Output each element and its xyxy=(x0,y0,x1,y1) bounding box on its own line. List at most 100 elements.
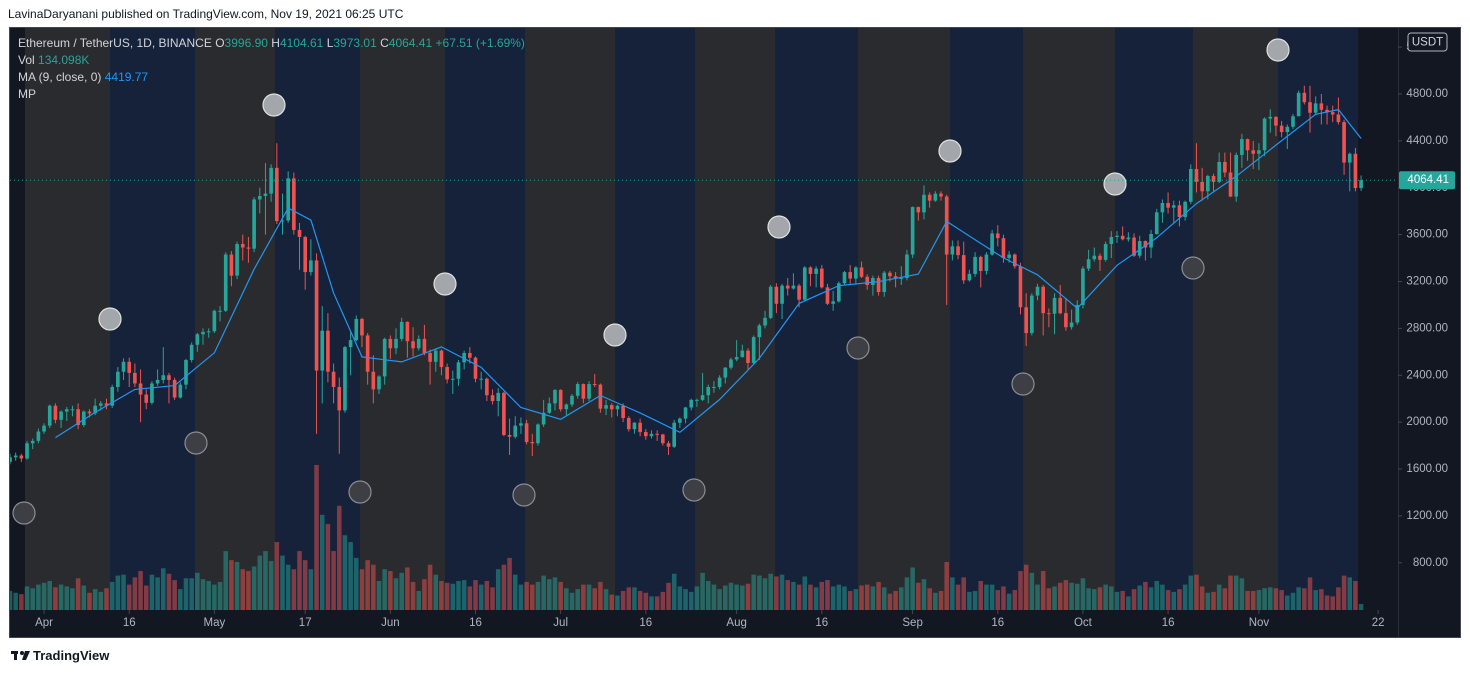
volume-bar xyxy=(473,580,478,610)
volume-bar xyxy=(910,567,915,610)
volume-bar xyxy=(842,586,847,610)
candle-body xyxy=(706,386,711,396)
candle-body xyxy=(995,233,1000,239)
candle-body xyxy=(683,407,688,419)
x-tick-label: 16 xyxy=(1162,617,1175,629)
x-tick-label: May xyxy=(204,617,226,629)
volume-bar xyxy=(1341,575,1347,610)
candle-body xyxy=(1217,161,1221,182)
candle-body xyxy=(757,325,762,338)
volume-bar xyxy=(728,582,734,610)
phase-band xyxy=(25,28,110,610)
volume-bar xyxy=(405,567,410,610)
candle-body xyxy=(575,384,580,396)
candle-body xyxy=(1086,259,1091,269)
ohlc-value: 3996.90 xyxy=(224,36,268,50)
volume-bar xyxy=(768,573,773,610)
volume-bar xyxy=(13,592,18,610)
volume-bar xyxy=(132,577,138,610)
volume-bar xyxy=(751,574,756,610)
ohlc-name: O xyxy=(215,36,225,50)
volume-bar xyxy=(921,579,927,610)
phase-band xyxy=(10,28,25,610)
candle-body xyxy=(564,404,569,410)
volume-bar xyxy=(859,585,864,610)
candle-body xyxy=(1012,254,1017,267)
candle-body xyxy=(206,331,211,333)
volume-bar xyxy=(660,591,666,610)
volume-bar xyxy=(1199,586,1205,610)
volume-bar xyxy=(302,560,308,610)
volume-bar xyxy=(694,586,700,610)
candle-body xyxy=(201,331,205,335)
volume-bar xyxy=(1358,603,1364,610)
volume-bar xyxy=(734,584,739,610)
candle-body xyxy=(167,375,171,380)
candle-body xyxy=(513,425,518,437)
volume-bar xyxy=(1233,575,1239,610)
volume-bar xyxy=(268,561,274,610)
candle-body xyxy=(127,361,132,373)
volume-bar xyxy=(371,564,376,610)
candle-body xyxy=(269,167,273,194)
candle-body xyxy=(309,260,313,273)
volume-bar xyxy=(410,581,416,610)
x-tick-label: Nov xyxy=(1249,617,1270,629)
x-tick-label: 17 xyxy=(299,617,312,629)
volume-bar xyxy=(285,564,291,610)
volume-bar xyxy=(1319,589,1324,610)
candle-body xyxy=(1285,126,1290,133)
candle-body xyxy=(927,194,932,201)
volume-bar xyxy=(1285,595,1290,610)
legend-mp-row: MP xyxy=(18,86,525,103)
candle-body xyxy=(530,442,535,444)
volume-bar xyxy=(637,590,643,610)
volume-bar xyxy=(643,592,649,610)
volume-bar xyxy=(649,596,654,610)
volume-bar xyxy=(1307,577,1313,610)
volume-value: 134.098K xyxy=(38,53,90,67)
volume-bar xyxy=(58,584,64,610)
volume-bar xyxy=(1012,590,1018,610)
volume-bar xyxy=(955,584,961,610)
candle-body xyxy=(1313,103,1318,113)
candle-body xyxy=(700,395,705,400)
volume-bar xyxy=(484,581,490,610)
volume-bar xyxy=(1182,584,1188,610)
volume-bar xyxy=(705,581,711,610)
phase-band xyxy=(1115,28,1193,610)
candle-body xyxy=(1109,236,1114,244)
volume-bar xyxy=(314,465,319,610)
candle-body xyxy=(1319,103,1324,110)
candle-body xyxy=(292,178,296,230)
volume-bar xyxy=(717,589,722,610)
volume-bar xyxy=(376,581,382,610)
candle-body xyxy=(729,359,733,368)
candle-body xyxy=(13,455,18,458)
candle-body xyxy=(950,246,955,255)
volume-bar xyxy=(81,585,87,610)
volume-bar xyxy=(172,580,177,610)
symbol-title: Ethereum / TetherUS, 1D, BINANCE xyxy=(18,36,212,50)
candle-body xyxy=(598,384,603,409)
volume-bar xyxy=(1205,592,1211,610)
candle-body xyxy=(1211,176,1216,182)
new-moon xyxy=(348,480,372,504)
volume-bar xyxy=(524,581,529,610)
volume-bar xyxy=(319,514,325,610)
candle-body xyxy=(1154,212,1159,235)
volume-bar xyxy=(115,575,121,610)
candle-body xyxy=(155,379,160,384)
last-price-tag xyxy=(1399,171,1455,190)
volume-bar xyxy=(166,573,172,610)
volume-bars xyxy=(10,465,1364,610)
candle-body xyxy=(922,194,926,213)
volume-bar xyxy=(501,564,507,610)
volume-bar xyxy=(916,582,921,610)
volume-bar xyxy=(978,581,984,610)
volume-bar xyxy=(779,574,785,610)
candle-body xyxy=(1098,255,1102,260)
volume-bar xyxy=(1035,584,1040,610)
volume-bar xyxy=(1177,589,1182,610)
y-tick-label: 800.00 xyxy=(1413,557,1448,569)
